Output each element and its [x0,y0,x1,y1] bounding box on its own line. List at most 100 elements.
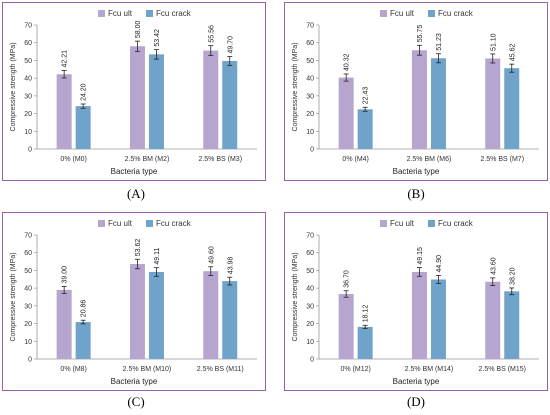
data-label: 42.21 [62,50,69,68]
legend-label-ult: Fcu ult [390,219,415,228]
panel-letter-a: (A) [126,186,146,201]
bar-fcu-ult [338,293,354,359]
bar-fcu-ult [129,46,145,149]
data-label: 51.23 [436,33,443,51]
legend-label-crack: Fcu crack [438,9,473,18]
y-tick-label: 70 [306,233,314,240]
x-tick-label: 2.5% BS (M7) [480,156,524,163]
data-label: 49.15 [417,247,424,265]
bar-fcu-crack [430,279,446,359]
x-axis-title: Bacteria type [110,377,158,386]
y-tick-label: 10 [24,129,32,136]
chart-panel-b: Fcu ult Fcu crack 0 10 20 30 40 50 60 70 Compres… [284,2,548,181]
legend: Fcu ult Fcu crack [98,219,191,228]
y-tick-label: 50 [306,58,314,65]
legend: Fcu ult Fcu crack [380,9,473,18]
legend-swatch-crack [146,220,154,227]
bar-fcu-ult [338,77,354,149]
panel-letter-c: (C) [127,394,145,409]
data-label: 40.32 [344,53,351,71]
legend-swatch-ult [98,220,105,227]
data-label: 39.00 [62,266,69,284]
legend-label-ult: Fcu ult [108,9,133,18]
data-label: 55.75 [417,25,424,43]
chart-panel-c: Fcu ult Fcu crack 0 10 20 30 40 50 60 70 Compres… [2,212,266,391]
chart-panel-a: Fcu ult Fcu crack 0 10 20 30 40 50 60 70 Compres… [2,2,266,181]
bar-fcu-ult [485,58,501,150]
bar-fcu-crack [504,291,520,359]
y-tick-label: 60 [24,250,32,257]
bar-fcu-ult [411,271,427,359]
x-tick-label: 0% (M4) [342,156,368,163]
legend-swatch-crack [428,220,436,227]
legend-item-crack: Fcu crack [428,219,473,228]
y-tick-label: 30 [306,93,314,100]
y-tick-label: 60 [24,40,32,47]
bar-fcu-ult [411,50,427,149]
bar-fcu-ult [203,50,219,149]
y-tick-label: 70 [24,23,32,30]
y-tick-label: 40 [306,286,314,293]
y-tick-label: 20 [24,111,32,118]
legend-label-crack: Fcu crack [438,219,473,228]
x-tick-label: 2.5% BM (M10) [123,366,172,373]
y-axis-title: Compressive strength (MPa) [292,252,299,341]
y-tick-label: 50 [306,268,314,275]
y-tick-label: 60 [306,40,314,47]
panel-letter-d: (D) [406,394,426,409]
x-tick-label: 0% (M0) [60,156,86,163]
y-tick-label: 0 [28,357,32,364]
y-tick-label: 70 [24,233,32,240]
bar-fcu-ult [203,271,219,359]
y-tick-label: 10 [306,129,314,136]
legend-swatch-ult [380,220,387,227]
x-tick-label: 0% (M12) [340,366,370,373]
legend-item-crack: Fcu crack [428,9,473,18]
bar-fcu-crack [357,326,373,359]
bar-fcu-crack [148,272,164,359]
data-label: 53.62 [135,239,142,257]
bar-chart-b: 0 10 20 30 40 50 60 70 Compressive strength (MPa… [292,23,539,163]
data-label: 38.20 [509,267,516,285]
legend-label-crack: Fcu crack [156,9,191,18]
legend-label-ult: Fcu ult [108,219,133,228]
legend-label-ult: Fcu ult [390,9,415,18]
y-tick-label: 10 [306,339,314,346]
bar-fcu-crack [357,109,373,149]
bar-chart-d: 0 10 20 30 40 50 60 70 Compressive strength (MPa… [292,233,539,373]
data-label: 49.70 [227,36,234,54]
data-label: 58.00 [135,20,142,38]
bar-fcu-crack [504,68,520,149]
y-tick-label: 50 [24,58,32,65]
x-tick-label: 2.5% BS (M15) [479,366,526,373]
legend-swatch-ult [98,10,105,17]
legend-item-ult: Fcu ult [380,9,414,18]
bar-fcu-ult [56,289,72,359]
data-label: 36.70 [344,270,351,288]
legend-item-ult: Fcu ult [380,219,414,228]
y-axis-title: Compressive strength (MPa) [292,42,299,131]
data-label: 43.60 [490,257,497,275]
panel-letter-b: (B) [407,186,425,201]
y-tick-label: 40 [24,76,32,83]
bar-fcu-crack [75,322,91,359]
y-axis-title: Compressive strength (MPa) [10,252,17,341]
y-tick-label: 10 [24,339,32,346]
x-axis-title: Bacteria type [110,167,158,176]
legend: Fcu ult Fcu crack [380,219,473,228]
legend-swatch-crack [146,10,154,17]
y-tick-label: 70 [306,23,314,30]
bar-chart-c: 0 10 20 30 40 50 60 70 Compressive strength (MPa… [10,233,257,373]
bar-chart-a: 0 10 20 30 40 50 60 70 Compressive strength (MPa… [10,20,257,163]
x-tick-label: 2.5% BM (M6) [407,156,452,163]
y-tick-label: 30 [24,303,32,310]
y-tick-label: 50 [24,268,32,275]
data-label: 44.90 [436,255,443,273]
legend-swatch-ult [380,10,387,17]
data-label: 20.86 [81,300,88,318]
x-axis-title: Bacteria type [392,167,440,176]
y-tick-label: 0 [310,357,314,364]
bar-fcu-crack [222,281,238,359]
data-label: 49.11 [154,248,161,265]
bar-fcu-crack [430,58,446,150]
